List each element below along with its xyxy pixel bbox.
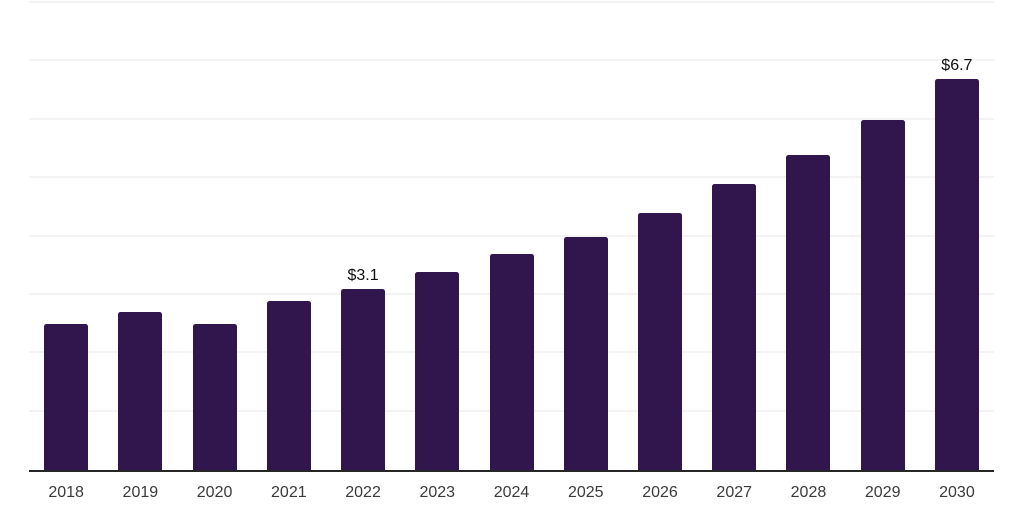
bar-2023 <box>415 271 460 470</box>
x-tick-label-2028: 2028 <box>790 484 827 501</box>
bar-2024 <box>489 254 534 470</box>
x-tick-label-2026: 2026 <box>642 484 678 501</box>
x-tick-label-2022: 2022 <box>345 484 381 501</box>
x-tick-label-2027: 2027 <box>716 484 753 501</box>
x-tick-label-2023: 2023 <box>419 484 456 501</box>
x-tick-label-2019: 2019 <box>122 484 159 501</box>
gridline <box>29 117 994 120</box>
bar-2026 <box>637 213 682 470</box>
bar-2021 <box>266 300 311 470</box>
gridline <box>29 234 994 237</box>
bar-2020 <box>192 324 237 470</box>
bar-2029 <box>860 119 905 470</box>
x-tick-label-2020: 2020 <box>196 484 233 501</box>
x-tick-label-2018: 2018 <box>48 484 84 501</box>
x-tick-label-2021: 2021 <box>271 484 307 501</box>
bar-2022 <box>341 289 386 470</box>
x-axis-labels: 2018 2019 2020 2021 2022 2023 2024 2025 2026 2027… <box>29 472 994 510</box>
x-tick-label-2029: 2029 <box>864 484 901 501</box>
bar-2018 <box>44 324 89 470</box>
gridline <box>29 176 994 179</box>
bar-2030 <box>934 78 979 470</box>
data-label-2022: $3.1 <box>347 267 379 285</box>
gridline <box>29 1 994 3</box>
x-tick-label-2024: 2024 <box>493 484 530 501</box>
bar-2028 <box>786 154 831 470</box>
x-tick-label-2030: 2030 <box>939 484 975 501</box>
bar-2025 <box>563 236 608 470</box>
data-label-2030: $6.7 <box>941 57 973 75</box>
bar-2019 <box>118 312 163 470</box>
bar-2027 <box>712 183 757 470</box>
plot-area: $3.1 $6.7 <box>29 1 994 472</box>
gridline <box>29 59 994 62</box>
x-tick-label-2025: 2025 <box>567 484 604 501</box>
